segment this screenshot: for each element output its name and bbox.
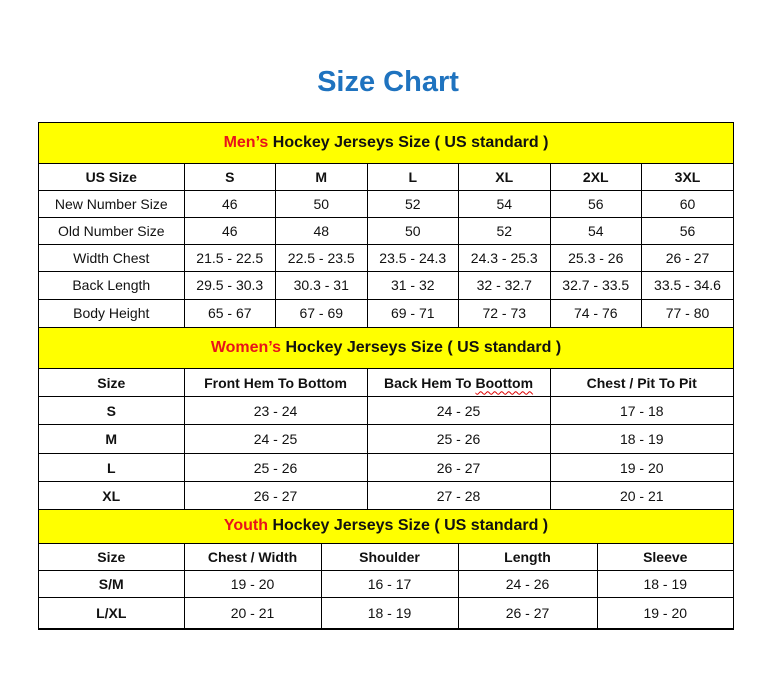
table-cell: 32 - 32.7 — [458, 270, 551, 300]
table-cell: 65 - 67 — [183, 298, 276, 328]
table-cell: 20 - 21 — [183, 596, 322, 629]
table-cell: 56 — [641, 216, 733, 245]
table-cell: 26 - 27 — [641, 243, 733, 272]
table-row: New Number Size 46 50 52 54 56 60 — [39, 189, 733, 218]
men-section-heading: Men’s Hockey Jerseys Size ( US standard … — [39, 123, 733, 164]
table-row: S 23 - 24 24 - 25 17 - 18 — [39, 396, 733, 425]
row-label: Back Length — [39, 270, 185, 300]
men-column-header: L — [366, 162, 459, 191]
men-column-header: 2XL — [549, 162, 642, 191]
table-cell: 18 - 19 — [596, 569, 733, 598]
youth-column-header: Chest / Width — [183, 542, 322, 571]
youth-section-heading: Youth Hockey Jerseys Size ( US standard … — [39, 510, 733, 544]
men-column-header: US Size — [39, 162, 185, 191]
size-chart: Men’s Hockey Jerseys Size ( US standard … — [38, 122, 734, 630]
youth-column-header: Size — [39, 542, 185, 571]
table-cell: 33.5 - 34.6 — [641, 270, 733, 300]
youth-header-row: Size Chest / Width Shoulder Length Sleeve — [39, 542, 733, 571]
men-column-header: M — [275, 162, 368, 191]
table-cell: 50 — [366, 216, 459, 245]
table-cell: 27 - 28 — [366, 481, 551, 510]
row-label: XL — [39, 481, 185, 510]
women-header-row: Size Front Hem To Bottom Back Hem To Boott… — [39, 368, 733, 397]
table-cell: 26 - 27 — [183, 481, 368, 510]
row-label: Old Number Size — [39, 216, 185, 245]
table-row: L/XL 20 - 21 18 - 19 26 - 27 19 - 20 — [39, 596, 733, 629]
youth-column-header: Length — [457, 542, 598, 571]
table-cell: 23 - 24 — [183, 396, 368, 425]
row-label: New Number Size — [39, 189, 185, 218]
table-cell: 26 - 27 — [457, 596, 598, 629]
table-cell: 77 - 80 — [641, 298, 733, 328]
table-cell: 46 — [183, 216, 276, 245]
row-label: S — [39, 396, 185, 425]
row-label: L/XL — [39, 596, 185, 629]
youth-column-header: Shoulder — [320, 542, 459, 571]
table-row: XL 26 - 27 27 - 28 20 - 21 — [39, 481, 733, 510]
table-cell: 30.3 - 31 — [275, 270, 368, 300]
table-cell: 67 - 69 — [275, 298, 368, 328]
row-label: S/M — [39, 569, 185, 598]
women-section-heading: Women’s Hockey Jerseys Size ( US standar… — [39, 327, 733, 369]
men-column-header: 3XL — [641, 162, 733, 191]
table-cell: 29.5 - 30.3 — [183, 270, 276, 300]
table-cell: 32.7 - 33.5 — [549, 270, 642, 300]
table-cell: 24 - 25 — [366, 396, 551, 425]
table-row: Back Length 29.5 - 30.3 30.3 - 31 31 - 32 32… — [39, 270, 733, 300]
table-cell: 25 - 26 — [366, 424, 551, 454]
page-title: Size Chart — [317, 66, 459, 98]
table-cell: 56 — [549, 189, 642, 218]
women-column-header: Chest / Pit To Pit — [549, 368, 733, 397]
table-cell: 24 - 26 — [457, 569, 598, 598]
table-cell: 25.3 - 26 — [549, 243, 642, 272]
women-column-header: Front Hem To Bottom — [183, 368, 368, 397]
table-cell: 54 — [458, 189, 551, 218]
men-header-row: US Size S M L XL 2XL 3XL — [39, 162, 733, 191]
table-row: L 25 - 26 26 - 27 19 - 20 — [39, 453, 733, 482]
women-table: Women’s Hockey Jerseys Size ( US standar… — [39, 327, 733, 510]
table-cell: 46 — [183, 189, 276, 218]
table-cell: 17 - 18 — [549, 396, 733, 425]
table-cell: 52 — [458, 216, 551, 245]
men-column-header: S — [183, 162, 276, 191]
table-row: Width Chest 21.5 - 22.5 22.5 - 23.5 23.5 - … — [39, 243, 733, 272]
row-label: Width Chest — [39, 243, 185, 272]
table-cell: 25 - 26 — [183, 453, 368, 482]
table-cell: 48 — [275, 216, 368, 245]
men-table: Men’s Hockey Jerseys Size ( US standard … — [39, 123, 733, 328]
row-label: M — [39, 424, 185, 454]
table-cell: 20 - 21 — [549, 481, 733, 510]
youth-column-header: Sleeve — [596, 542, 733, 571]
table-cell: 60 — [641, 189, 733, 218]
table-row: M 24 - 25 25 - 26 18 - 19 — [39, 424, 733, 454]
row-label: Body Height — [39, 298, 185, 328]
row-label: L — [39, 453, 185, 482]
table-cell: 19 - 20 — [549, 453, 733, 482]
table-row: S/M 19 - 20 16 - 17 24 - 26 18 - 19 — [39, 569, 733, 598]
table-cell: 24 - 25 — [183, 424, 368, 454]
table-cell: 24.3 - 25.3 — [458, 243, 551, 272]
table-cell: 54 — [549, 216, 642, 245]
table-cell: 52 — [366, 189, 459, 218]
men-column-header: XL — [458, 162, 551, 191]
table-cell: 31 - 32 — [366, 270, 459, 300]
table-cell: 50 — [275, 189, 368, 218]
table-cell: 19 - 20 — [596, 596, 733, 629]
table-cell: 16 - 17 — [320, 569, 459, 598]
table-row: Old Number Size 46 48 50 52 54 56 — [39, 216, 733, 245]
youth-table: Youth Hockey Jerseys Size ( US standard … — [39, 510, 733, 629]
table-cell: 26 - 27 — [366, 453, 551, 482]
table-cell: 19 - 20 — [183, 569, 322, 598]
women-column-header: Size — [39, 368, 185, 397]
table-cell: 21.5 - 22.5 — [183, 243, 276, 272]
table-cell: 18 - 19 — [549, 424, 733, 454]
table-cell: 69 - 71 — [366, 298, 459, 328]
table-cell: 74 - 76 — [549, 298, 642, 328]
table-cell: 72 - 73 — [458, 298, 551, 328]
table-cell: 22.5 - 23.5 — [275, 243, 368, 272]
women-column-header: Back Hem To Boottom — [366, 368, 551, 397]
table-cell: 18 - 19 — [320, 596, 459, 629]
table-cell: 23.5 - 24.3 — [366, 243, 459, 272]
table-row: Body Height 65 - 67 67 - 69 69 - 71 72 - 73 7… — [39, 298, 733, 328]
